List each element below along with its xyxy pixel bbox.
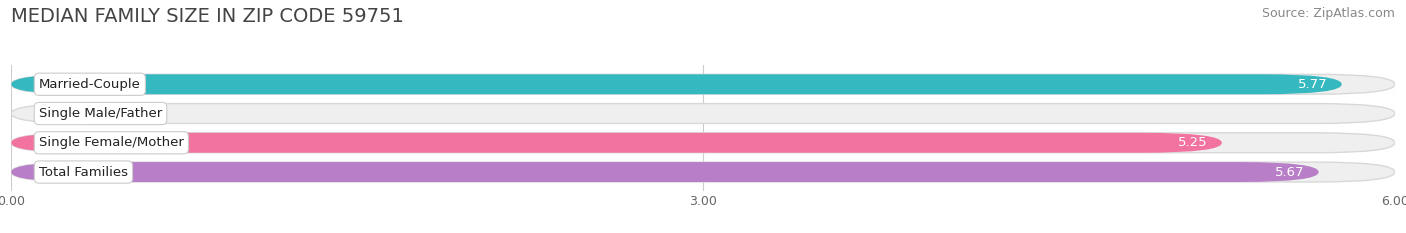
Text: Source: ZipAtlas.com: Source: ZipAtlas.com <box>1261 7 1395 20</box>
Text: Single Male/Father: Single Male/Father <box>39 107 162 120</box>
FancyBboxPatch shape <box>11 74 1395 94</box>
FancyBboxPatch shape <box>11 74 1341 94</box>
FancyBboxPatch shape <box>11 162 1395 182</box>
Text: Total Families: Total Families <box>39 165 128 178</box>
FancyBboxPatch shape <box>11 133 1395 153</box>
FancyBboxPatch shape <box>11 162 1319 182</box>
Text: MEDIAN FAMILY SIZE IN ZIP CODE 59751: MEDIAN FAMILY SIZE IN ZIP CODE 59751 <box>11 7 404 26</box>
Text: 5.67: 5.67 <box>1275 165 1305 178</box>
Text: 0.00: 0.00 <box>91 107 121 120</box>
Text: 5.25: 5.25 <box>1178 136 1208 149</box>
FancyBboxPatch shape <box>11 104 1395 123</box>
Text: Single Female/Mother: Single Female/Mother <box>39 136 184 149</box>
Text: Married-Couple: Married-Couple <box>39 78 141 91</box>
Text: 5.77: 5.77 <box>1298 78 1327 91</box>
FancyBboxPatch shape <box>11 133 1222 153</box>
